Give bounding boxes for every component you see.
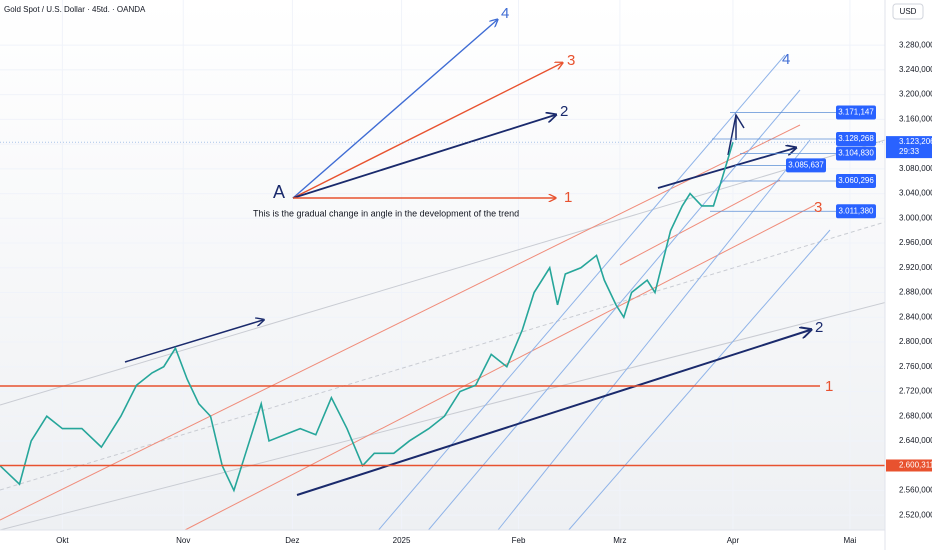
price-tag [836,146,876,161]
y-tick-label: 2.960,000 [899,238,932,247]
y-tick-label: 3.080,000 [899,164,932,173]
y-tick-label: 2.760,000 [899,362,932,371]
x-tick-label: Okt [56,536,69,545]
last-price-tag [886,136,932,159]
x-tick-label: Mai [843,536,856,545]
last-price-label: 3.123,206 [899,137,932,146]
currency: USD [900,7,917,16]
price-tag [836,204,876,219]
y-tick-label: 3.280,000 [899,40,932,49]
x-tick-label: Mrz [613,536,626,545]
y-tick-label: 2.840,000 [899,312,932,321]
y-tick-label: 2.680,000 [899,411,932,420]
x-tick-label: 2025 [393,536,411,545]
y-tick-label: 2.560,000 [899,486,932,495]
channel-label: 4 [782,51,790,68]
time-axis [0,530,885,550]
price-tag-label: 3.085,637 [788,160,824,169]
price-tag [836,105,876,120]
price-tag-label: 3.171,147 [838,108,874,117]
channel-label: 1 [825,378,833,395]
level-tag [886,459,932,472]
wave-label: 1 [564,189,572,206]
x-tick-label: Feb [512,536,526,545]
plot [0,112,885,493]
y-tick-label: 2.800,000 [899,337,932,346]
y-tick-label: 3.240,000 [899,65,932,74]
x-tick-label: Nov [176,536,190,545]
wave-label: 2 [560,103,568,120]
x-tick-label: Apr [727,536,740,545]
price-line [0,142,734,493]
channel-label: 2 [815,319,823,336]
wave-label: 4 [501,5,509,22]
price-tag-label: 3.128,268 [838,134,874,143]
chart-title: Gold Spot / U.S. Dollar · 45td. · OANDA [4,5,146,14]
price-tag [836,174,876,189]
price-tag-label: 3.060,296 [838,176,874,185]
x-tick-label: Dez [285,536,299,545]
wave-label: 3 [567,52,575,69]
price-tag-label: 3.104,830 [838,149,874,158]
y-tick-label: 2.880,000 [899,288,932,297]
price-tag-label: 3.011,380 [839,206,875,215]
annotation: This is the gradual change in angle in t… [253,208,519,218]
level-tag-label: 2.600,311 [899,461,932,470]
y-tick-label: 2.720,000 [899,387,932,396]
countdown: 29:33 [899,147,920,156]
price-tag [786,158,826,173]
y-tick-label: 3.040,000 [899,189,932,198]
y-tick-label: 2.920,000 [899,263,932,272]
grid [0,0,885,530]
plot-background [0,0,885,530]
y-tick-label: 2.520,000 [899,510,932,519]
trend-drawings [0,20,896,541]
y-tick-label: 3.160,000 [899,114,932,123]
price-tag [836,131,876,146]
y-tick-label: 3.000,000 [899,213,932,222]
overlays: 2.520,0002.560,0002.600,0002.640,0002.68… [56,40,932,545]
point-label: A [273,182,285,202]
channel-label: 3 [814,199,822,216]
price-axis [885,0,932,550]
y-tick-label: 2.640,000 [899,436,932,445]
y-tick-label: 3.200,000 [899,90,932,99]
currency-button[interactable] [892,3,924,20]
